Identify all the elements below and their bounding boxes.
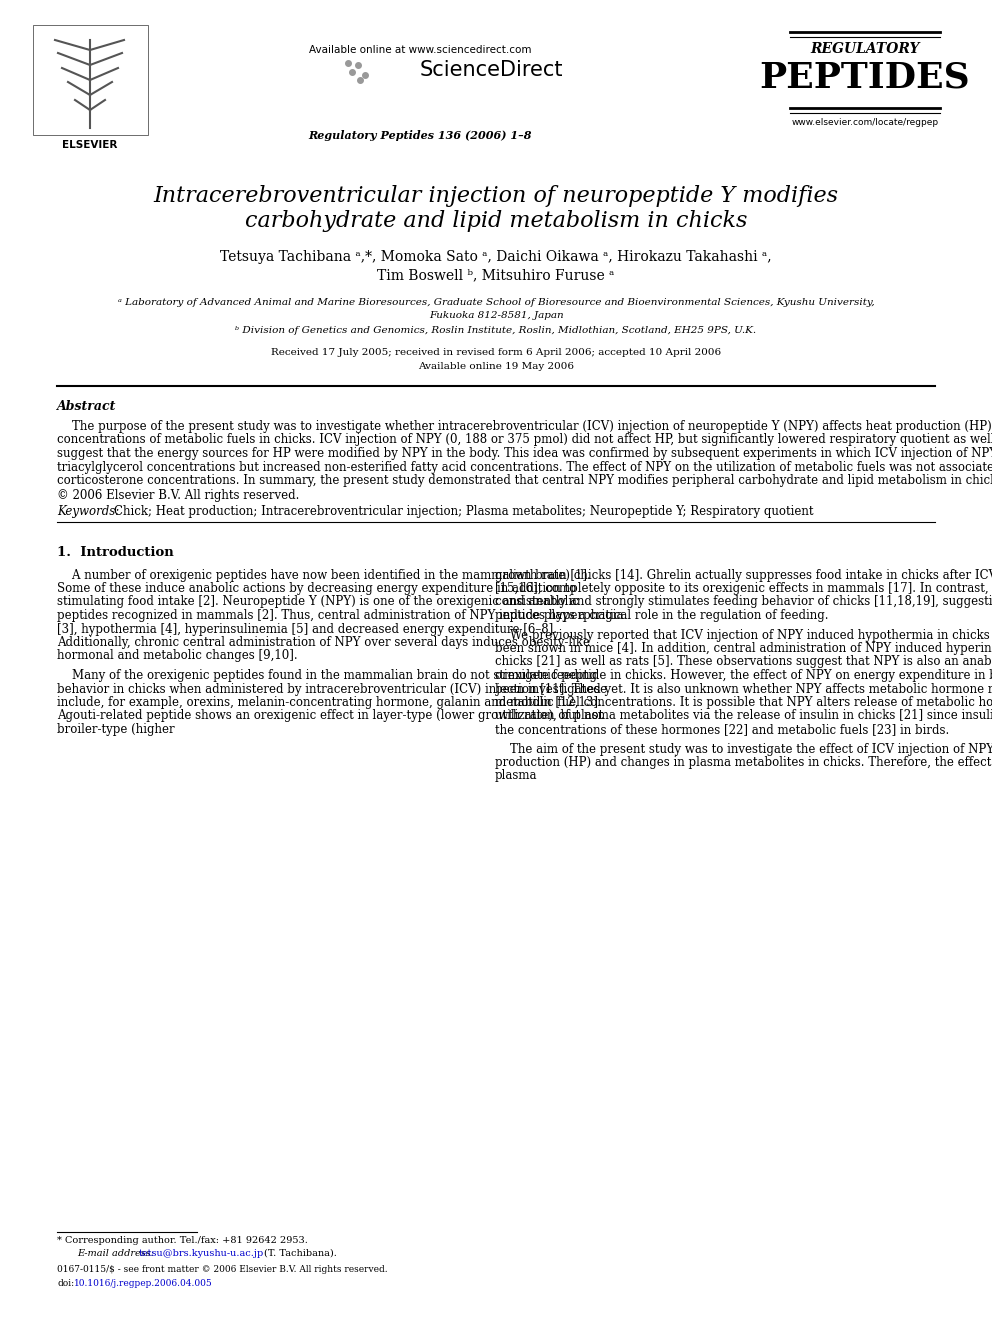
Text: Chick; Heat production; Intracerebroventricular injection; Plasma metabolites; N: Chick; Heat production; Intracerebrovent… (114, 504, 813, 517)
Text: doi:: doi: (57, 1279, 74, 1289)
Text: chicks [21] as well as rats [5]. These observations suggest that NPY is also an : chicks [21] as well as rats [5]. These o… (495, 655, 992, 668)
Text: tetsu@brs.kyushu-u.ac.jp: tetsu@brs.kyushu-u.ac.jp (139, 1249, 264, 1258)
Text: Intracerebroventricular injection of neuropeptide Y modifies: Intracerebroventricular injection of neu… (154, 185, 838, 206)
Text: triacylglycerol concentrations but increased non-esterified fatty acid concentra: triacylglycerol concentrations but incre… (57, 460, 992, 474)
Text: Regulatory Peptides 136 (2006) 1–8: Regulatory Peptides 136 (2006) 1–8 (309, 130, 532, 142)
Text: peptides recognized in mammals [2]. Thus, central administration of NPY induces : peptides recognized in mammals [2]. Thus… (57, 609, 624, 622)
Text: 1.  Introduction: 1. Introduction (57, 546, 174, 560)
Text: ᵃ Laboratory of Advanced Animal and Marine Bioresources, Graduate School of Bior: ᵃ Laboratory of Advanced Animal and Mari… (118, 298, 874, 307)
Text: REGULATORY: REGULATORY (810, 42, 920, 56)
Text: Many of the orexigenic peptides found in the mammalian brain do not stimulate fe: Many of the orexigenic peptides found in… (57, 669, 597, 681)
Text: Abstract: Abstract (57, 400, 116, 413)
Text: peptide plays a critical role in the regulation of feeding.: peptide plays a critical role in the reg… (495, 609, 828, 622)
Text: [3], hypothermia [4], hyperinsulinemia [5] and decreased energy expenditure [6–8: [3], hypothermia [4], hyperinsulinemia [… (57, 623, 557, 635)
Text: [15,16], completely opposite to its orexigenic effects in mammals [17]. In contr: [15,16], completely opposite to its orex… (495, 582, 992, 595)
Text: ELSEVIER: ELSEVIER (62, 140, 118, 149)
Text: suggest that the energy sources for HP were modified by NPY in the body. This id: suggest that the energy sources for HP w… (57, 447, 992, 460)
Text: broiler-type (higher: broiler-type (higher (57, 722, 175, 736)
Text: (T. Tachibana).: (T. Tachibana). (264, 1249, 337, 1258)
Text: Tetsuya Tachibana ᵃ,*, Momoka Sato ᵃ, Daichi Oikawa ᵃ, Hirokazu Takahashi ᵃ,: Tetsuya Tachibana ᵃ,*, Momoka Sato ᵃ, Da… (220, 250, 772, 265)
Bar (33, 25, 148, 135)
Text: the concentrations of these hormones [22] and metabolic fuels [23] in birds.: the concentrations of these hormones [22… (495, 722, 949, 736)
Text: Fukuoka 812-8581, Japan: Fukuoka 812-8581, Japan (429, 311, 563, 320)
Text: Received 17 July 2005; received in revised form 6 April 2006; accepted 10 April : Received 17 July 2005; received in revis… (271, 348, 721, 357)
Text: 10.1016/j.regpep.2006.04.005: 10.1016/j.regpep.2006.04.005 (74, 1279, 212, 1289)
Text: * Corresponding author. Tel./fax: +81 92642 2953.: * Corresponding author. Tel./fax: +81 92… (57, 1236, 308, 1245)
Text: Available online 19 May 2006: Available online 19 May 2006 (418, 363, 574, 370)
Text: utilization of plasma metabolites via the release of insulin in chicks [21] sinc: utilization of plasma metabolites via th… (495, 709, 992, 722)
Text: been shown in mice [4]. In addition, central administration of NPY induced hyper: been shown in mice [4]. In addition, cen… (495, 642, 992, 655)
Text: concentrations of metabolic fuels in chicks. ICV injection of NPY (0, 188 or 375: concentrations of metabolic fuels in chi… (57, 434, 992, 446)
Text: stimulating food intake [2]. Neuropeptide Y (NPY) is one of the orexigenic and a: stimulating food intake [2]. Neuropeptid… (57, 595, 578, 609)
Text: Available online at www.sciencedirect.com: Available online at www.sciencedirect.co… (309, 45, 532, 56)
Text: E-mail address:: E-mail address: (77, 1249, 154, 1258)
Text: been investigated yet. It is also unknown whether NPY affects metabolic hormone : been investigated yet. It is also unknow… (495, 683, 992, 696)
Text: The aim of the present study was to investigate the effect of ICV injection of N: The aim of the present study was to inve… (495, 742, 992, 755)
Text: The purpose of the present study was to investigate whether intracerebroventricu: The purpose of the present study was to … (57, 419, 992, 433)
Text: PEPTIDES: PEPTIDES (760, 60, 970, 94)
Text: www.elsevier.com/locate/regpep: www.elsevier.com/locate/regpep (792, 118, 938, 127)
Text: Some of these induce anabolic actions by decreasing energy expenditure in additi: Some of these induce anabolic actions by… (57, 582, 576, 595)
Text: A number of orexigenic peptides have now been identified in the mammalian brain : A number of orexigenic peptides have now… (57, 569, 591, 582)
Text: carbohydrate and lipid metabolism in chicks: carbohydrate and lipid metabolism in chi… (245, 210, 747, 232)
Text: We previously reported that ICV injection of NPY induced hypothermia in chicks [: We previously reported that ICV injectio… (495, 628, 992, 642)
Text: 0167-0115/$ - see front matter © 2006 Elsevier B.V. All rights reserved.: 0167-0115/$ - see front matter © 2006 El… (57, 1265, 388, 1274)
Text: include, for example, orexins, melanin-concentrating hormone, galanin and motili: include, for example, orexins, melanin-c… (57, 696, 602, 709)
Text: Tim Boswell ᵇ, Mitsuhiro Furuse ᵃ: Tim Boswell ᵇ, Mitsuhiro Furuse ᵃ (377, 269, 615, 282)
Text: ScienceDirect: ScienceDirect (420, 60, 563, 79)
Text: Keywords:: Keywords: (57, 504, 119, 517)
Text: production (HP) and changes in plasma metabolites in chicks. Therefore, the effe: production (HP) and changes in plasma me… (495, 755, 992, 769)
Text: behavior in chicks when administered by intracerebroventricular (ICV) injection : behavior in chicks when administered by … (57, 683, 607, 696)
Text: growth rate) chicks [14]. Ghrelin actually suppresses food intake in chicks afte: growth rate) chicks [14]. Ghrelin actual… (495, 569, 992, 582)
Text: corticosterone concentrations. In summary, the present study demonstrated that c: corticosterone concentrations. In summar… (57, 474, 992, 487)
Text: © 2006 Elsevier B.V. All rights reserved.: © 2006 Elsevier B.V. All rights reserved… (57, 490, 300, 503)
Text: Additionally, chronic central administration of NPY over several days induces ob: Additionally, chronic central administra… (57, 636, 590, 650)
Text: orexigenic peptide in chicks. However, the effect of NPY on energy expenditure i: orexigenic peptide in chicks. However, t… (495, 669, 992, 681)
Text: hormonal and metabolic changes [9,10].: hormonal and metabolic changes [9,10]. (57, 650, 298, 663)
Text: plasma: plasma (495, 770, 538, 782)
Text: consistently and strongly stimulates feeding behavior of chicks [11,18,19], sugg: consistently and strongly stimulates fee… (495, 595, 992, 609)
Text: ᵇ Division of Genetics and Genomics, Roslin Institute, Roslin, Midlothian, Scotl: ᵇ Division of Genetics and Genomics, Ros… (235, 325, 757, 335)
Text: metabolic fuel concentrations. It is possible that NPY alters release of metabol: metabolic fuel concentrations. It is pos… (495, 696, 992, 709)
Text: Agouti-related peptide shows an orexigenic effect in layer-type (lower growth ra: Agouti-related peptide shows an orexigen… (57, 709, 603, 722)
